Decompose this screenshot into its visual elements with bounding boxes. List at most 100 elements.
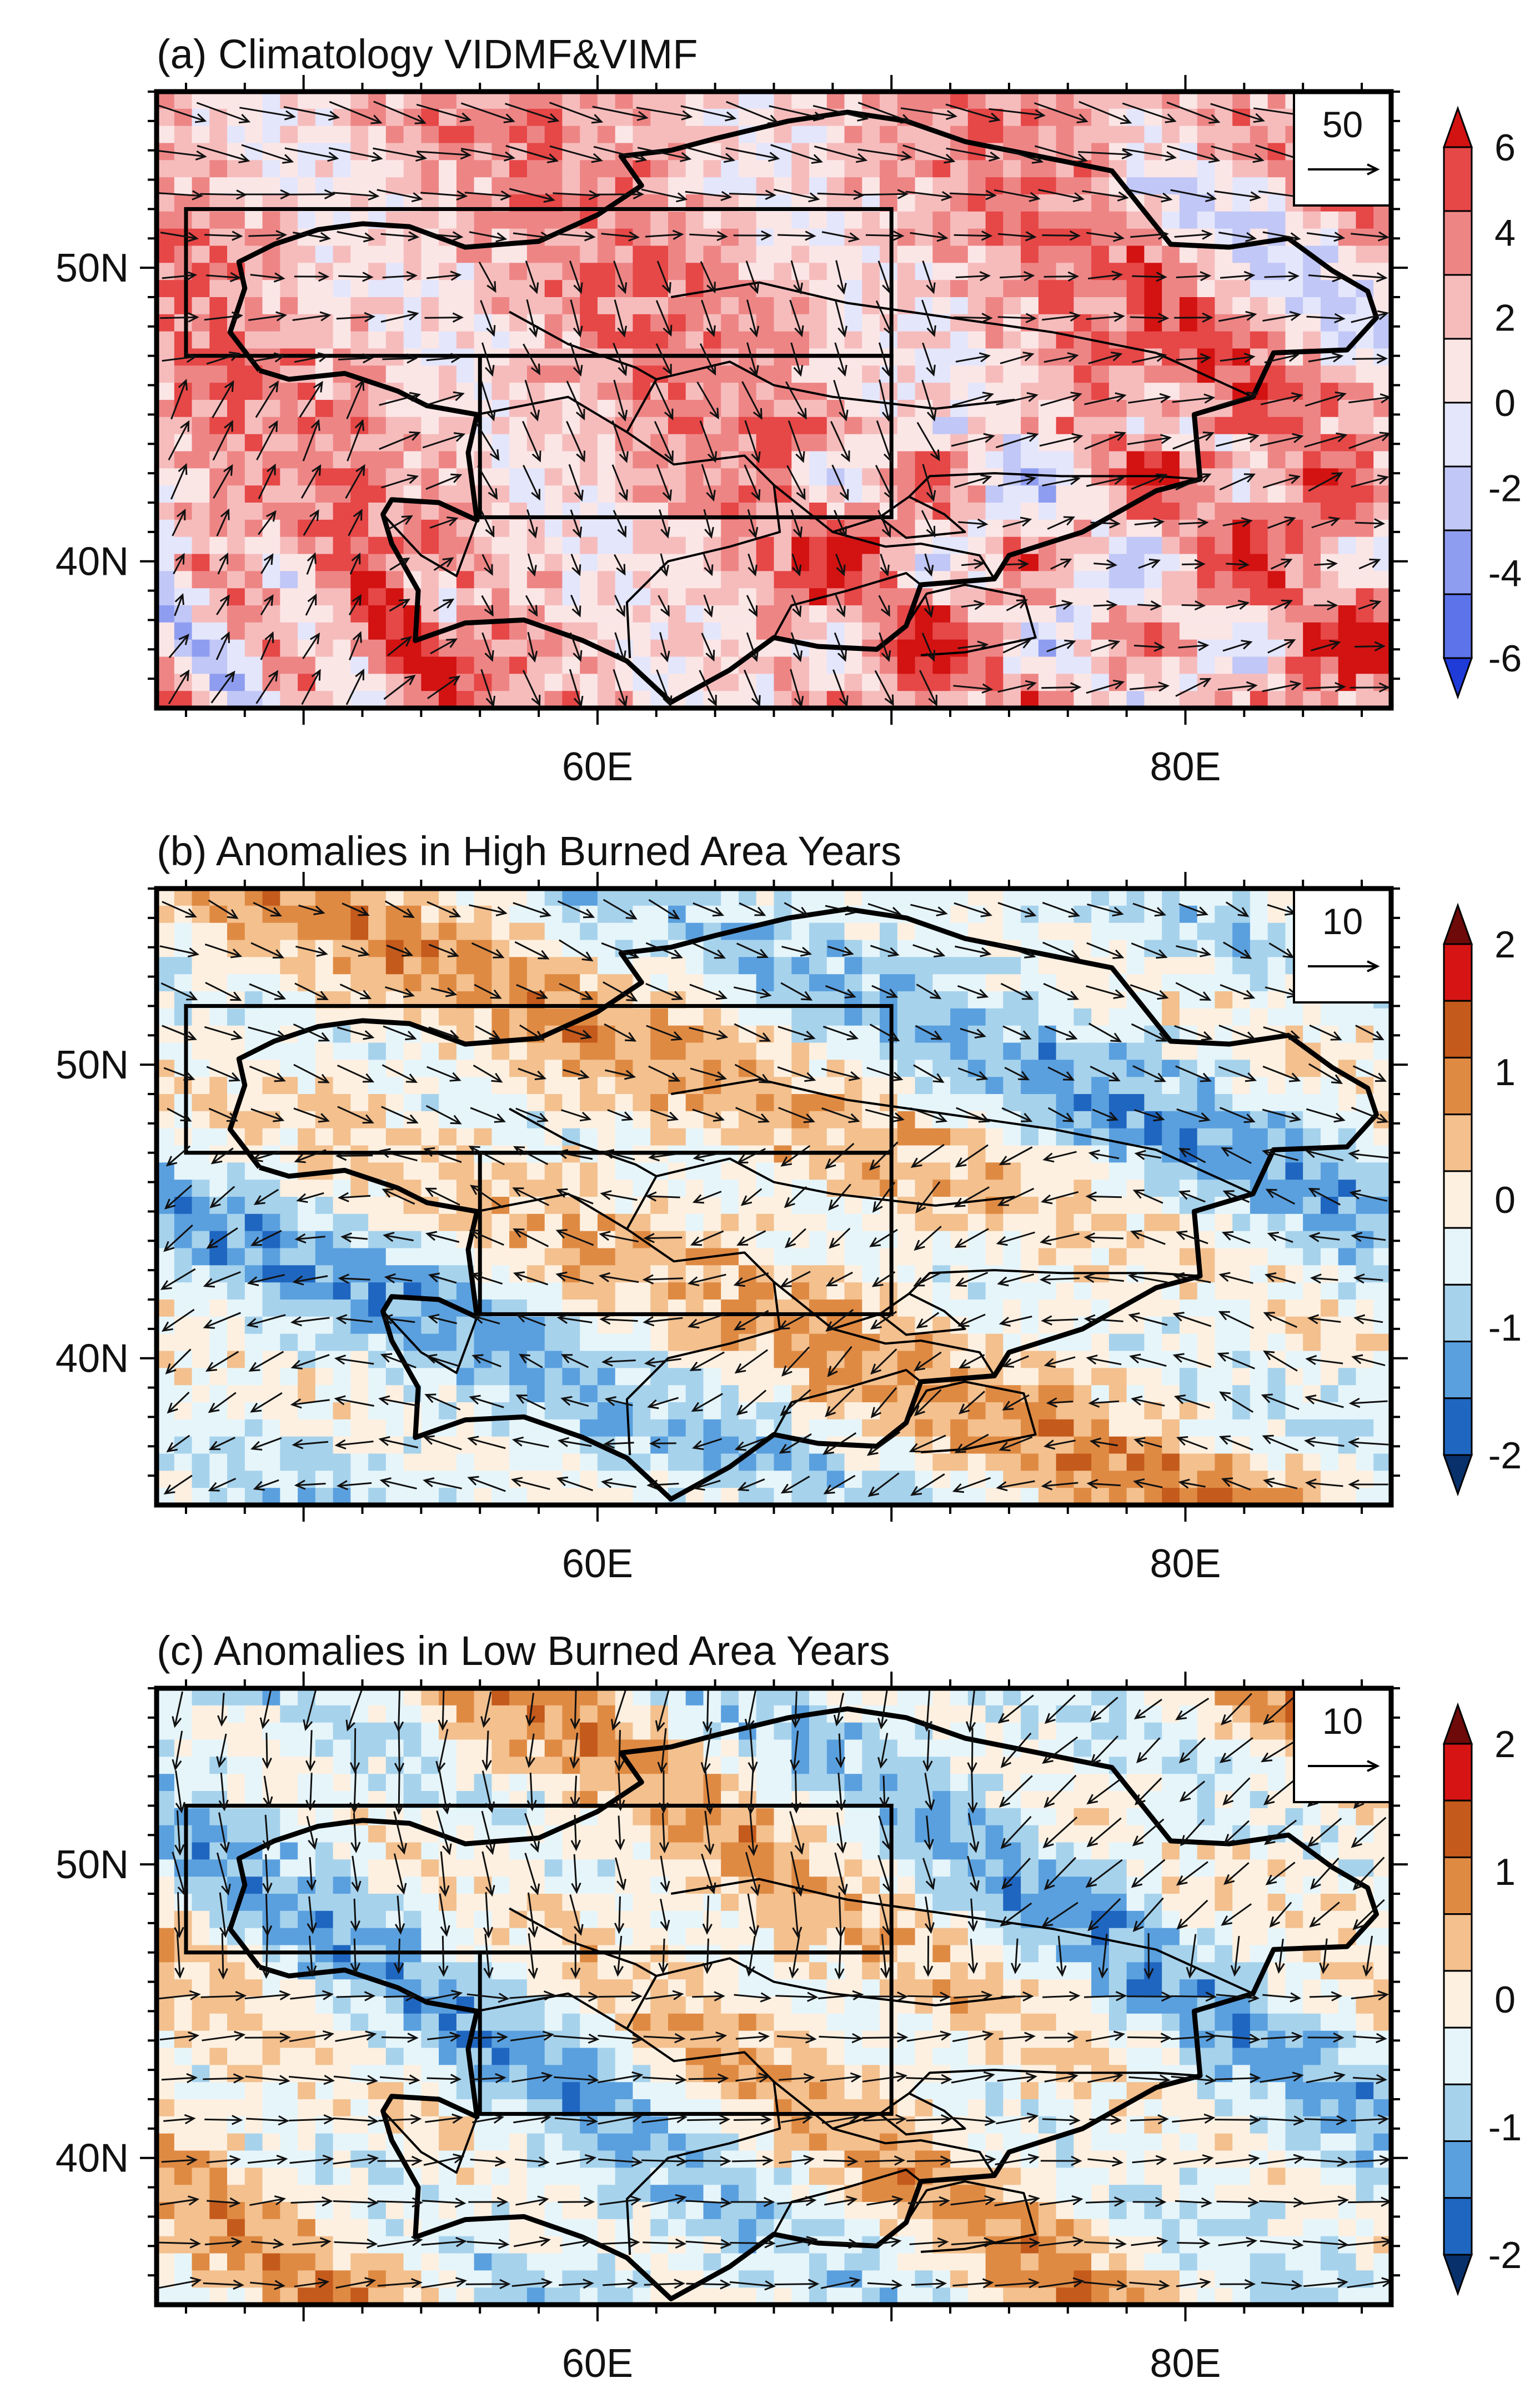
field-cell — [209, 905, 228, 924]
field-cell — [1373, 674, 1391, 691]
field-cell — [1232, 1094, 1251, 1112]
field-cell — [385, 922, 404, 941]
field-cell — [298, 1248, 316, 1266]
flux-vector — [877, 260, 892, 294]
field-cell — [597, 691, 616, 708]
field-cell — [1144, 991, 1162, 1009]
field-cell — [739, 228, 757, 247]
field-cell — [403, 1248, 422, 1266]
field-cell — [474, 1248, 493, 1266]
field-cell — [1056, 400, 1075, 418]
field-cell — [597, 400, 616, 418]
flux-vector — [741, 381, 762, 420]
field-cell — [280, 297, 298, 315]
field-cell — [491, 245, 510, 264]
field-cell — [1038, 1248, 1057, 1266]
field-cell — [174, 1316, 193, 1335]
field-cell — [192, 1094, 210, 1112]
field-cell — [862, 1111, 880, 1129]
field-cell — [791, 889, 810, 906]
field-cell — [385, 280, 404, 298]
flux-vector — [611, 420, 629, 463]
field-cell — [685, 1333, 704, 1352]
field-cell — [315, 1333, 334, 1352]
field-cell — [950, 245, 969, 264]
field-cell — [244, 536, 263, 555]
field-cell — [721, 383, 739, 400]
flux-vector — [1178, 518, 1209, 528]
field-cell — [950, 1008, 969, 1026]
field-cell — [1179, 485, 1198, 503]
flux-vector — [1262, 680, 1302, 693]
flux-vector — [569, 260, 583, 294]
field-cell — [1303, 417, 1321, 435]
field-cell — [791, 957, 810, 975]
flux-vector — [746, 342, 759, 377]
field-cell — [1108, 1248, 1127, 1266]
field-cell — [174, 160, 193, 178]
field-cell — [298, 160, 316, 178]
field-cell — [633, 1333, 651, 1352]
field-cell — [915, 1042, 934, 1061]
field-cell — [368, 922, 387, 941]
field-cell — [1197, 656, 1216, 675]
field-cell — [562, 922, 580, 941]
field-cell — [298, 519, 316, 538]
field-cell — [1038, 280, 1057, 298]
field-cell — [1038, 108, 1057, 127]
field-cell — [580, 92, 598, 109]
field-cell — [1267, 922, 1286, 941]
field-cell — [1232, 177, 1251, 195]
field-cell — [1003, 571, 1021, 589]
field-cell — [1267, 957, 1286, 975]
colorbar-segment — [1443, 465, 1473, 531]
field-cell — [1232, 1077, 1251, 1095]
field-cell — [439, 1162, 457, 1180]
internal-border — [879, 495, 966, 539]
field-cell — [1215, 211, 1233, 229]
field-cell — [315, 160, 334, 178]
field-cell — [880, 1248, 898, 1266]
field-cell — [597, 263, 616, 280]
field-cell — [157, 1162, 175, 1180]
field-cell — [615, 1128, 634, 1146]
field-cell — [985, 1060, 1004, 1077]
field-cell — [421, 365, 439, 383]
field-cell — [1162, 1231, 1180, 1249]
field-cell — [1267, 297, 1286, 315]
field-cell — [1108, 622, 1127, 640]
field-cell — [544, 519, 563, 538]
field-cell — [685, 160, 704, 178]
field-cell — [597, 365, 616, 383]
field-cell — [1321, 1213, 1339, 1232]
field-cell — [244, 940, 263, 958]
field-cell — [315, 92, 334, 109]
flux-vector — [656, 260, 671, 294]
flux-vector — [416, 103, 472, 123]
field-cell — [1232, 554, 1251, 572]
flux-vector — [1132, 272, 1167, 282]
field-cell — [368, 451, 387, 469]
field-cell — [209, 957, 228, 975]
field-cell — [862, 365, 880, 383]
field-cell — [880, 485, 898, 503]
field-cell — [756, 1282, 775, 1300]
field-cell — [209, 1025, 228, 1044]
field-cell — [1356, 656, 1374, 675]
field-cell — [244, 1008, 263, 1026]
field-cell — [244, 656, 263, 675]
field-cell — [809, 1231, 827, 1249]
field-cell — [562, 1162, 580, 1180]
field-cell — [1073, 554, 1092, 572]
field-cell — [1162, 400, 1180, 418]
field-cell — [157, 108, 175, 127]
flux-vector — [513, 232, 552, 242]
field-cell — [685, 297, 704, 315]
field-cell — [1091, 177, 1110, 195]
field-cell — [1338, 639, 1357, 658]
field-cell — [209, 922, 228, 941]
flux-vector — [305, 593, 317, 616]
field-cell — [580, 1282, 598, 1300]
field-cell — [932, 280, 951, 298]
